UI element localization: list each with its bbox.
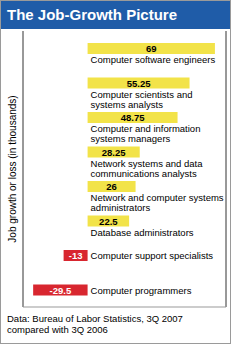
svg-text:26: 26 [106,181,117,192]
svg-text:Computer support specialists: Computer support specialists [91,250,214,261]
svg-text:-13: -13 [69,250,83,261]
svg-text:Computer software engineers: Computer software engineers [91,54,216,65]
svg-text:Database administrators: Database administrators [91,227,194,238]
svg-text:Network and computer systemsad: Network and computer systemsadministrato… [91,192,223,213]
svg-text:22.5: 22.5 [99,216,118,227]
svg-text:-29.5: -29.5 [50,285,72,296]
svg-text:Computer programmers: Computer programmers [91,285,192,296]
svg-text:48.75: 48.75 [121,112,145,123]
svg-text:Computer and informationsystem: Computer and informationsystems managers [91,123,201,144]
svg-text:55.25: 55.25 [127,78,151,89]
html-text:Data: Bureau of Labor Statisti: Data: Bureau of Labor Statistics, 3Q 200… [7,313,183,335]
svg-text:28.25: 28.25 [102,147,126,158]
html-text:The Job-Growth Picture: The Job-Growth Picture [7,6,177,23]
svg-text:Computer scientists andsystems: Computer scientists andsystems analysts [91,89,193,110]
svg-text:Job growth or loss (in thousan: Job growth or loss (in thousands) [8,95,18,242]
svg-text:69: 69 [146,43,157,54]
svg-text:Network systems and datacommun: Network systems and datacommunications a… [91,158,204,179]
